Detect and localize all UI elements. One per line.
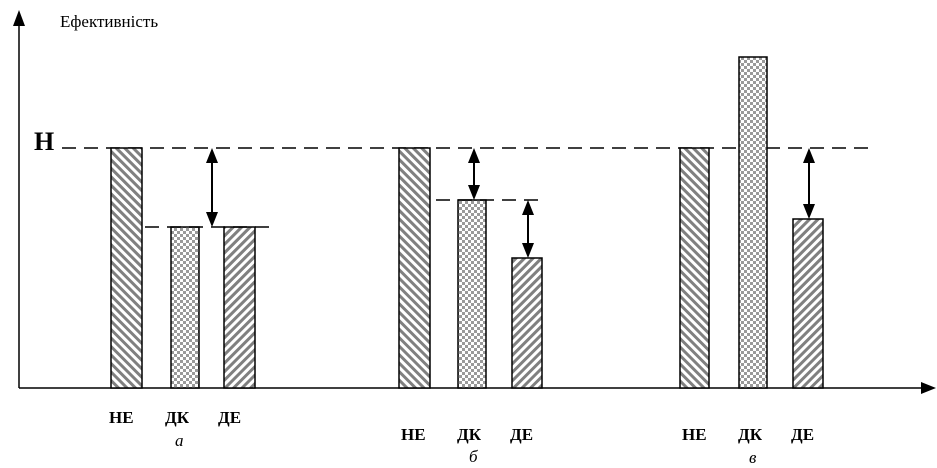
gap-arrow-b2: [522, 200, 534, 258]
gap-arrow-b1: [468, 148, 480, 200]
cat-label-a-ne: НЕ: [109, 408, 134, 427]
group-label-c: в: [749, 448, 757, 467]
bar-b-de: [511, 257, 543, 389]
bar-c-ne: [679, 147, 710, 389]
cat-label-a-dk: ДК: [165, 408, 190, 427]
gap-arrow-a: [206, 148, 218, 227]
group-label-b: б: [469, 447, 478, 466]
group-b: НЕ ДК ДЕ б: [398, 147, 546, 466]
bar-c-de: [792, 218, 824, 389]
y-axis-label: Ефективність: [60, 12, 158, 31]
level-label: Н: [34, 127, 54, 156]
gap-arrow-c: [803, 148, 815, 219]
cat-label-c-de: ДЕ: [791, 425, 814, 444]
bar-b-ne: [398, 147, 431, 389]
bar-a-de: [223, 226, 256, 389]
bar-a-dk: [170, 226, 200, 389]
group-a: НЕ ДК ДЕ а: [109, 147, 270, 450]
cat-label-c-dk: ДК: [738, 425, 763, 444]
bar-c-dk: [738, 56, 768, 389]
y-axis-arrowhead: [13, 10, 25, 26]
cat-label-b-de: ДЕ: [510, 425, 533, 444]
cat-label-a-de: ДЕ: [218, 408, 241, 427]
x-axis-arrowhead: [921, 382, 936, 394]
cat-label-b-ne: НЕ: [401, 425, 426, 444]
group-label-a: а: [175, 431, 184, 450]
cat-label-c-ne: НЕ: [682, 425, 707, 444]
cat-label-b-dk: ДК: [457, 425, 482, 444]
bar-a-ne: [110, 147, 143, 389]
bar-b-dk: [457, 199, 487, 389]
group-c: НЕ ДК ДЕ в: [679, 56, 824, 467]
